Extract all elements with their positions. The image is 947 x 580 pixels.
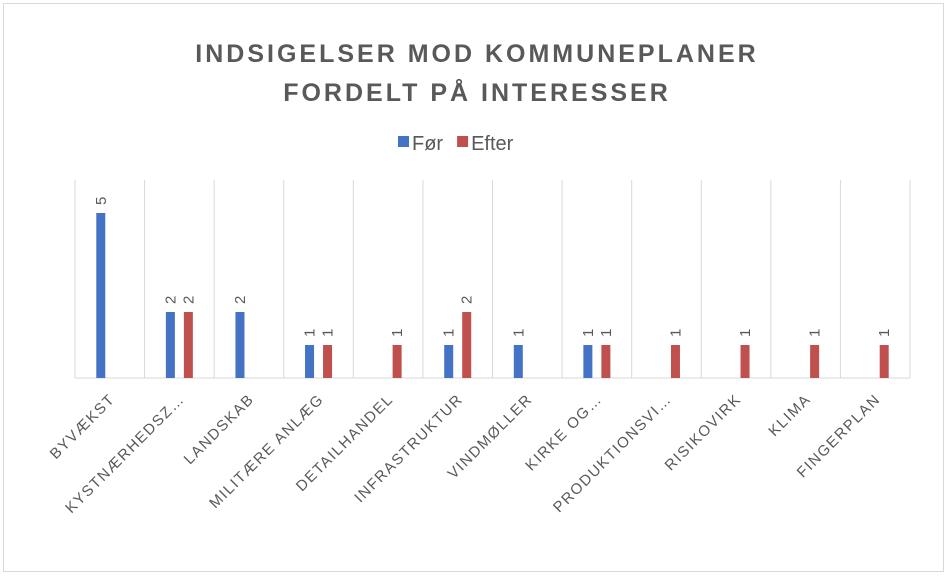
- legend-label: Før: [412, 133, 443, 155]
- data-label: 1: [441, 329, 458, 337]
- data-label: 1: [598, 329, 615, 337]
- data-label: 1: [580, 329, 597, 337]
- data-label: 1: [320, 329, 337, 337]
- bar: [165, 312, 175, 378]
- data-label: 2: [162, 296, 179, 304]
- chart-title: INDSIGELSER MOD KOMMUNEPLANER: [195, 40, 758, 68]
- bar: [583, 345, 593, 378]
- legend-swatch: [398, 136, 409, 147]
- bar: [810, 345, 820, 378]
- data-label: 1: [807, 329, 824, 337]
- bar: [462, 312, 472, 378]
- bar: [879, 345, 889, 378]
- bar: [444, 345, 454, 378]
- bar: [392, 345, 402, 378]
- data-label: 5: [93, 197, 110, 205]
- bar: [183, 312, 193, 378]
- bar: [601, 345, 611, 378]
- data-label: 1: [389, 329, 406, 337]
- data-label: 1: [510, 329, 527, 337]
- bar: [235, 312, 245, 378]
- bar: [96, 213, 106, 378]
- legend-swatch: [457, 136, 469, 147]
- bar: [670, 345, 680, 378]
- data-label: 2: [232, 296, 249, 304]
- bar: [305, 345, 315, 378]
- bar: [513, 345, 523, 378]
- data-label: 1: [737, 329, 754, 337]
- chart-border: [3, 3, 944, 572]
- chart-title: FORDELT PÅ INTERESSER: [283, 78, 671, 107]
- data-label: 1: [667, 329, 684, 337]
- bar: [740, 345, 750, 378]
- data-label: 2: [180, 296, 197, 304]
- data-label: 1: [302, 329, 319, 337]
- legend-label: Efter: [471, 133, 514, 155]
- data-label: 1: [876, 329, 893, 337]
- data-label: 2: [459, 296, 476, 304]
- bar: [323, 345, 333, 378]
